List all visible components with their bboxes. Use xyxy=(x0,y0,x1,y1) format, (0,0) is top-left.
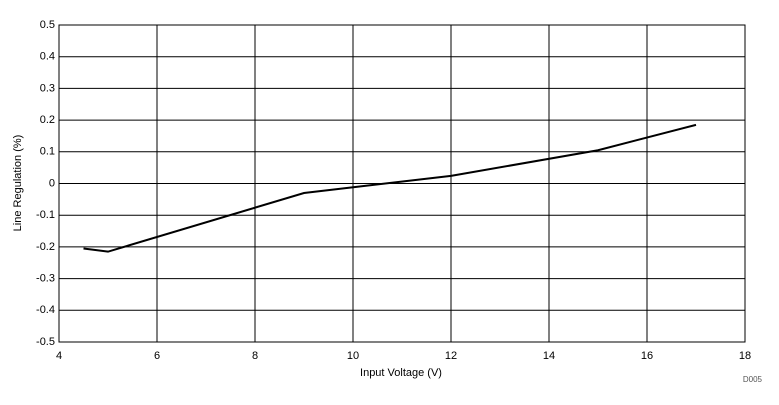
y-tick-label: 0.3 xyxy=(40,82,55,94)
y-tick-label: 0.2 xyxy=(40,114,55,126)
x-tick-label: 4 xyxy=(56,350,62,362)
y-axis-label: Line Regulation (%) xyxy=(12,135,24,232)
x-axis-label: Input Voltage (V) xyxy=(360,367,442,379)
y-tick-label: -0.1 xyxy=(36,209,55,221)
y-tick-label: -0.2 xyxy=(36,241,55,253)
y-tick-label: -0.3 xyxy=(36,273,55,285)
y-tick-label: 0.5 xyxy=(40,19,55,31)
x-tick-label: 14 xyxy=(543,350,555,362)
x-tick-label: 10 xyxy=(347,350,359,362)
x-tick-label: 18 xyxy=(739,350,751,362)
series-line xyxy=(83,123,697,253)
x-tick-label: 16 xyxy=(641,350,653,362)
x-tick-label: 8 xyxy=(252,350,258,362)
x-tick-label: 6 xyxy=(154,350,160,362)
y-tick-label: 0.1 xyxy=(40,146,55,158)
x-tick-label: 12 xyxy=(445,350,457,362)
y-tick-label: -0.4 xyxy=(36,304,55,316)
y-tick-label: -0.5 xyxy=(36,336,55,348)
y-tick-label: 0.4 xyxy=(40,51,55,63)
y-tick-label: 0 xyxy=(49,177,55,189)
annotation: D005 xyxy=(743,375,763,384)
